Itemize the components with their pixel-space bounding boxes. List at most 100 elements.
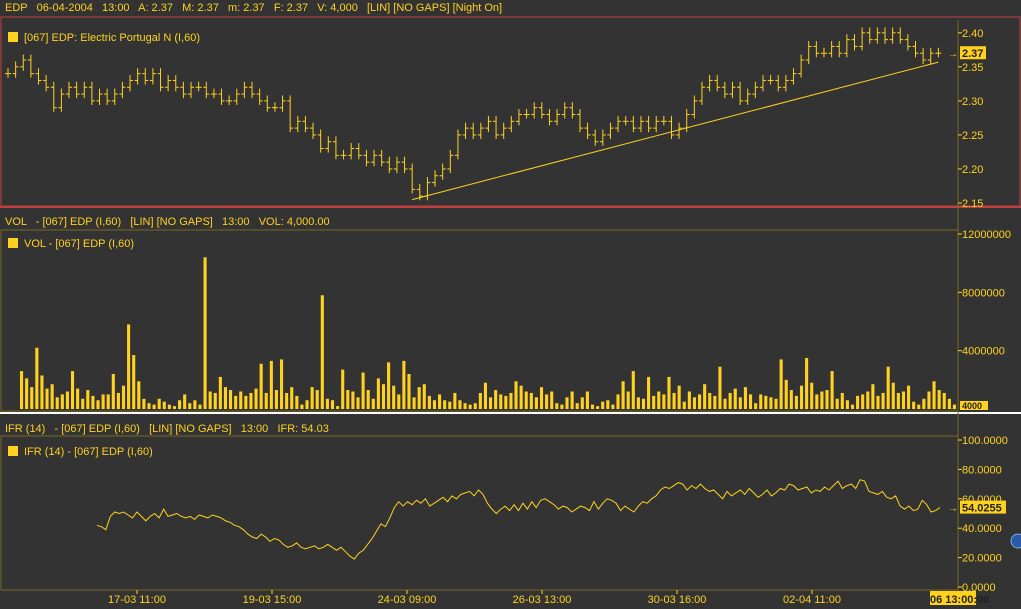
volume-bar	[713, 395, 717, 409]
price-legend: [067] EDP: Electric Portugal N (I,60)	[24, 32, 200, 44]
volume-bar	[172, 406, 177, 409]
volume-bar	[942, 392, 946, 409]
volume-bar	[728, 392, 732, 409]
volume-bar	[213, 392, 217, 409]
volume-bar	[91, 395, 95, 409]
volume-bar	[162, 401, 166, 409]
volume-tick-label: 12000000	[962, 229, 1011, 241]
volume-bar	[494, 390, 498, 409]
volume-bar	[412, 397, 416, 409]
volume-bar	[856, 395, 860, 409]
volume-bar	[835, 398, 839, 409]
volume-bar	[152, 404, 156, 409]
ifr-tick-label: 80.0000	[962, 464, 1002, 476]
volume-bar	[336, 406, 340, 409]
volume-bar	[692, 397, 697, 409]
volume-bar	[534, 397, 538, 409]
ifr-current-value: 54.0255	[962, 503, 1002, 515]
volume-bar	[667, 376, 671, 409]
volume-bar	[397, 394, 401, 409]
volume-bar	[70, 371, 75, 409]
price-tick-label: 2.30	[962, 96, 983, 108]
volume-bar	[891, 382, 895, 409]
volume-bar	[876, 395, 880, 409]
volume-bar	[116, 392, 120, 409]
volume-bar	[657, 391, 661, 409]
volume-bar	[687, 391, 691, 409]
volume-bar	[590, 404, 595, 409]
volume-bar	[264, 392, 268, 409]
volume-bar	[381, 384, 386, 409]
volume-bar	[402, 360, 406, 409]
volume-bar	[188, 403, 192, 409]
volume-bar	[886, 366, 890, 409]
volume-bar	[448, 401, 452, 409]
volume-bar	[183, 394, 187, 409]
volume-bar	[682, 401, 686, 409]
volume-bar	[519, 385, 523, 409]
volume-bar	[366, 390, 370, 409]
volume-bar	[789, 390, 793, 409]
volume-bar	[376, 378, 380, 409]
volume-bar	[387, 362, 391, 409]
volume-panel-header: VOL - [067] EDP (I,60) [LIN] [NO GAPS] 1…	[5, 216, 330, 228]
ifr-line	[96, 479, 941, 560]
volume-bar	[305, 400, 309, 409]
volume-tick-label: 4000000	[962, 346, 1005, 358]
current-arrow: →	[948, 402, 958, 413]
volume-bar	[208, 391, 212, 409]
volume-bar	[805, 357, 809, 409]
volume-bar	[662, 394, 666, 409]
current-arrow: →	[948, 49, 958, 60]
volume-bar	[626, 391, 630, 409]
volume-bar	[799, 385, 804, 409]
volume-bar	[840, 392, 844, 409]
volume-bar	[223, 387, 228, 409]
volume-bar	[239, 391, 243, 409]
volume-bar	[157, 398, 161, 409]
volume-bar	[825, 390, 829, 409]
volume-bar	[514, 381, 518, 409]
volume-bar	[193, 400, 197, 409]
volume-bar	[40, 375, 44, 409]
volume-bar	[922, 398, 926, 409]
volume-bar	[86, 390, 90, 409]
current-arrow: →	[948, 504, 958, 515]
volume-bar	[912, 401, 916, 409]
volume-bar	[463, 403, 467, 409]
volume-bar	[392, 385, 396, 409]
volume-bar	[198, 404, 202, 409]
volume-bar	[774, 398, 778, 409]
x-axis-label: 17-03 11:00	[108, 594, 166, 606]
volume-bar	[111, 374, 115, 409]
volume-bar	[539, 387, 544, 409]
volume-bar	[596, 406, 600, 409]
volume-bar	[550, 391, 554, 409]
volume-bar	[142, 398, 146, 409]
volume-bar	[652, 395, 656, 409]
volume-bar	[356, 397, 360, 409]
volume-bar	[631, 371, 635, 409]
volume-bar	[723, 398, 727, 409]
volume-bar	[611, 404, 615, 409]
volume-bar	[453, 392, 457, 409]
volume-bar	[570, 391, 574, 409]
price-tick-label: 2.40	[962, 28, 983, 40]
volume-bar	[427, 395, 431, 409]
volume-bar	[132, 355, 136, 409]
volume-bar	[229, 390, 233, 409]
volume-bar	[458, 400, 462, 409]
volume-bar	[509, 392, 513, 409]
ifr-legend: IFR (14) - [067] EDP (I,60)	[24, 446, 153, 458]
volume-bar	[483, 382, 487, 409]
volume-bar	[565, 397, 569, 409]
volume-bar	[351, 391, 355, 409]
price-current-box	[960, 46, 986, 60]
price-current-value: 2.37	[962, 48, 983, 60]
volume-bar	[443, 400, 447, 409]
volume-bar	[137, 381, 141, 409]
volume-panel-frame	[0, 229, 959, 412]
volume-bar	[101, 394, 105, 409]
volume-bar	[575, 403, 579, 409]
